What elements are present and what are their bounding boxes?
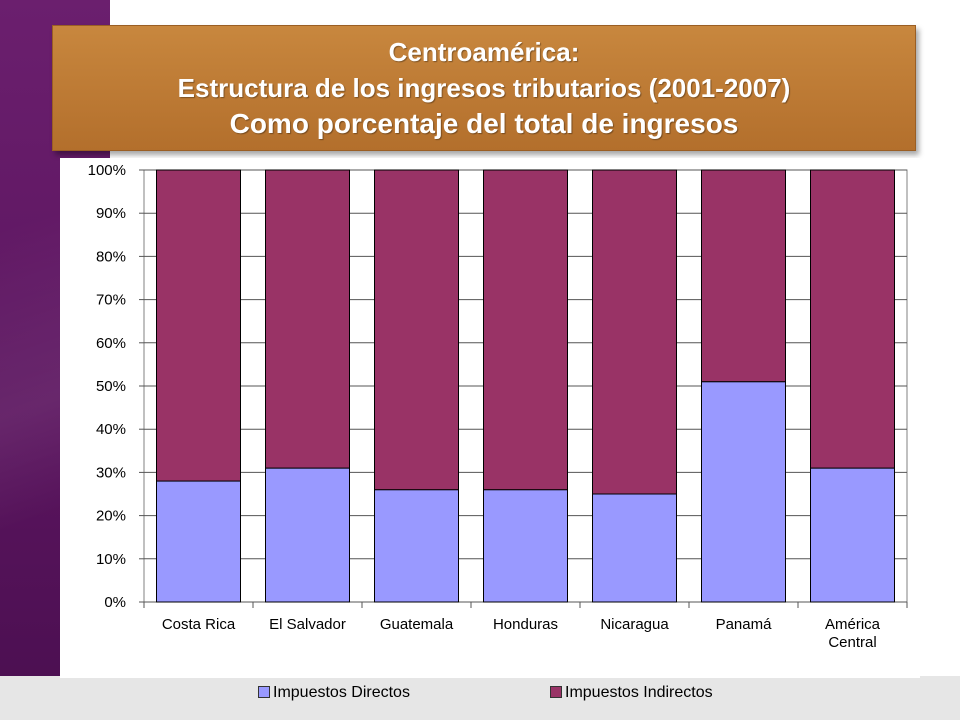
y-tick-label: 20% (96, 508, 126, 525)
bar-directos (810, 467, 895, 603)
chart-legend: Impuestos Directos Impuestos Indirectos (250, 684, 770, 704)
x-tick-label: Nicaragua (600, 616, 669, 633)
y-tick-label: 40% (96, 421, 126, 438)
bar-directos (374, 489, 459, 603)
bar-indirectos (265, 169, 350, 469)
legend-item-indirectos: Impuestos Indirectos (550, 684, 713, 702)
y-tick-label: 30% (96, 464, 126, 481)
y-tick-label: 60% (96, 335, 126, 352)
background-bottom-strip (0, 676, 960, 720)
chart-title-line2: Estructura de los ingresos tributarios (… (177, 73, 791, 103)
x-tick-label: Honduras (493, 616, 558, 633)
bar-directos (156, 480, 241, 603)
bar-directos (265, 467, 350, 603)
bar-directos (701, 381, 786, 603)
y-tick-label: 0% (104, 594, 126, 611)
bar-directos (483, 489, 568, 603)
legend-item-directos: Impuestos Directos (258, 684, 410, 702)
bar-indirectos (701, 169, 786, 383)
chart-title-line1: Centroamérica: (388, 37, 580, 67)
bar-indirectos (592, 169, 677, 495)
x-tick-label: Guatemala (380, 616, 454, 633)
legend-label-indirectos: Impuestos Indirectos (565, 684, 713, 701)
y-tick-label: 100% (88, 162, 126, 179)
y-tick-label: 70% (96, 292, 126, 309)
legend-label-directos: Impuestos Directos (273, 684, 410, 701)
legend-swatch-indirectos (550, 685, 562, 698)
x-tick-label: América (825, 616, 881, 633)
chart-title-box: Centroamérica: Estructura de los ingreso… (52, 25, 916, 151)
y-tick-label: 50% (96, 378, 126, 395)
bar-indirectos (156, 169, 241, 482)
x-tick-label: Costa Rica (162, 616, 236, 633)
x-tick-label: Central (828, 634, 876, 651)
chart-area: 0% 10% 20% 30% 40% 50% 60% 70% 80% 90% 100% Costa R… (60, 158, 920, 678)
bar-indirectos (483, 169, 568, 491)
x-tick-label: Panamá (716, 616, 773, 633)
legend-swatch-directos (258, 685, 270, 698)
bar-indirectos (810, 169, 895, 469)
y-tick-label: 90% (96, 205, 126, 222)
x-tick-label: El Salvador (269, 616, 346, 633)
chart-title-line3: Como porcentaje del total de ingresos (229, 108, 739, 139)
y-tick-label: 80% (96, 248, 126, 265)
stacked-bar-chart: 0% 10% 20% 30% 40% 50% 60% 70% 80% 90% 100% Costa R… (88, 162, 908, 651)
bar-directos (592, 493, 677, 603)
bar-indirectos (374, 169, 459, 491)
y-tick-label: 10% (96, 551, 126, 568)
